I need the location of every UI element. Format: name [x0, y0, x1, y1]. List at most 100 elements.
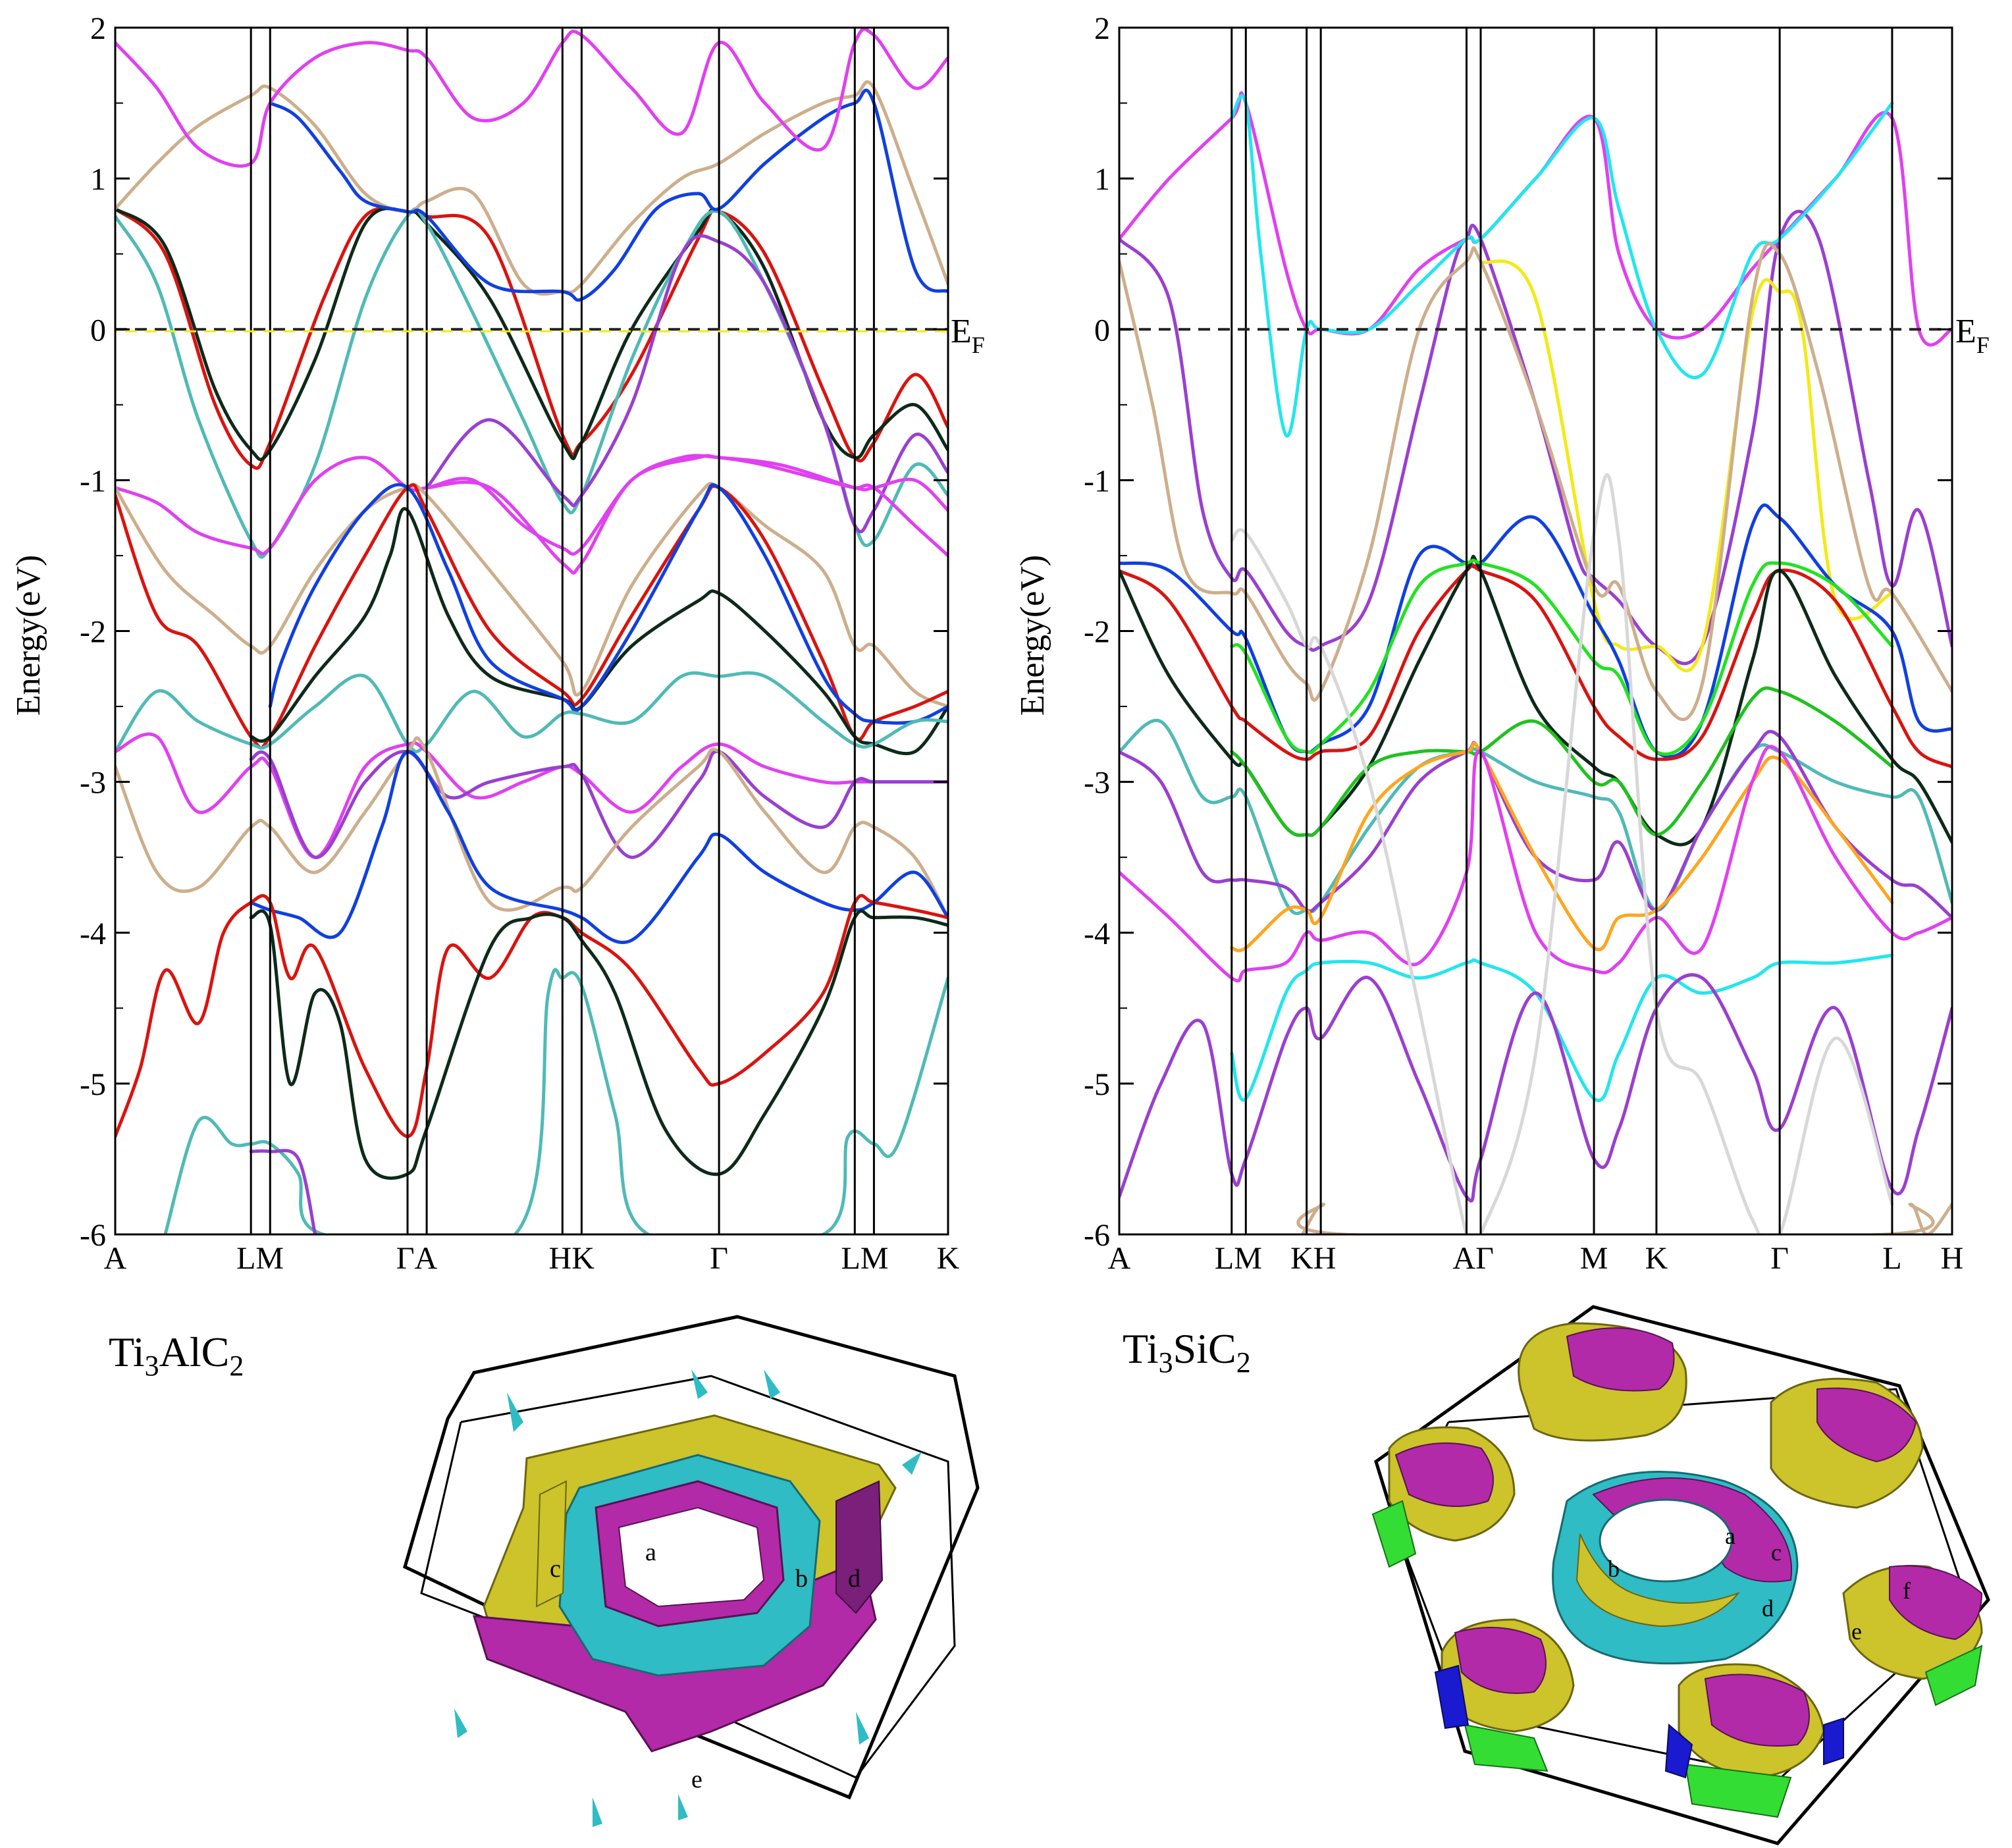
x-tick-label: Γ [710, 1241, 728, 1276]
fs-pocket-6 [856, 1712, 869, 1745]
y-tick-label: 2 [90, 11, 106, 46]
band-line-orange-12 [1230, 741, 1894, 953]
x-tick-label: K [1645, 1241, 1668, 1276]
band-line-magenta-7 [115, 454, 948, 558]
y-tick-label: 2 [1094, 11, 1110, 46]
fs-pocket-5 [454, 1708, 467, 1738]
fs-pocket-1 [507, 1392, 523, 1432]
compound-title-ti3alc2: Ti3AlC2 [109, 1329, 244, 1382]
y-tick-label: 1 [90, 162, 106, 197]
brillouin-zone-inner [420, 1375, 956, 1779]
fs-central-ring-yellow [1575, 1533, 1741, 1627]
band-line-red-6 [1119, 563, 1952, 769]
fs-pocket-8 [678, 1794, 688, 1820]
fermi-surface-ti3alc2: a b c d e [403, 1315, 980, 1827]
fermi-surface-ti3sic2: a b c d e f [1371, 1305, 1990, 1845]
y-tick-label: -4 [80, 916, 106, 951]
fermi-label-ti3alc2: EF [951, 313, 985, 358]
band-line-teal-19 [163, 968, 948, 1234]
fs-cap-blue-bottom-left [1434, 1664, 1469, 1729]
x-tick-label: K [937, 1241, 960, 1276]
x-ticks-ti3sic2: A LM KH AΓ M K Γ L H [1108, 1241, 1964, 1276]
band-line-purple-6 [425, 234, 948, 533]
plot-frame-ti3alc2 [114, 26, 949, 1236]
fs-hole-center [618, 1506, 765, 1608]
band-line-tan-3 [115, 80, 948, 296]
fermi-label-ti3sic2: EF [1955, 313, 1990, 358]
x-tick-label: H [1941, 1241, 1964, 1276]
x-ticks-ti3alc2: A LM ΓA HK Γ LM K [104, 1241, 960, 1276]
y-tick-label: -4 [1084, 916, 1110, 951]
band-line-yellow-3 [1479, 259, 1894, 673]
y-tick-label: -1 [80, 463, 106, 498]
y-tick-label: -3 [1084, 766, 1110, 801]
x-tick-label: A [104, 1241, 127, 1276]
fs-pocket-3 [764, 1369, 780, 1399]
band-line-magenta-5 [115, 28, 948, 168]
fs-central-hole [1599, 1498, 1733, 1583]
band-line-tan-4 [1119, 242, 1952, 722]
fermi-level-ti3alc2 [115, 328, 948, 332]
x-tick-label: LM [1215, 1241, 1262, 1276]
y-tick-label: -2 [80, 615, 106, 650]
fs-cap-green-bottom [1684, 1763, 1792, 1818]
fs-cap-blue-bottom [1664, 1723, 1693, 1779]
x-tick-label: LM [841, 1241, 889, 1276]
band-line-tan-17 [1296, 1202, 1952, 1234]
x-tick-label: KH [1290, 1241, 1336, 1276]
fs-label-e: e [691, 1766, 702, 1793]
band-line-purple-14 [249, 749, 948, 859]
x-tick-label: ΓA [396, 1241, 438, 1276]
compound-title-ti3sic2: Ti3SiC2 [1123, 1325, 1251, 1379]
fs-lobe-bottom-cap [1704, 1674, 1810, 1747]
fs-cap-green-bottom-left [1464, 1724, 1549, 1772]
brillouin-zone-edges [473, 1315, 955, 1377]
band-lines-ti3sic2 [1119, 91, 1952, 1234]
x-tick-label: M [1580, 1241, 1608, 1276]
kpoint-lines-ti3alc2 [250, 28, 875, 1234]
fs-pocket-7 [593, 1797, 602, 1827]
y-tick-label: -5 [80, 1067, 106, 1102]
band-line-purple-20 [249, 1149, 317, 1234]
y-ticks-ti3alc2: 2 1 0 -1 -2 -3 -4 -5 -6 [80, 11, 948, 1253]
y-tick-label: -3 [80, 766, 106, 801]
band-line-blue-11 [268, 483, 948, 725]
x-tick-label: LM [236, 1241, 284, 1276]
x-tick-label: AΓ [1452, 1241, 1493, 1276]
fs-label-e: e [1851, 1618, 1862, 1645]
y-axis-label-ti3sic2: Energy(eV) [1014, 555, 1051, 716]
fs-label-a: a [645, 1539, 656, 1566]
fs-label-a: a [1725, 1523, 1735, 1549]
fs-lobe-top-cap [1566, 1327, 1675, 1392]
band-lines-ti3alc2 [115, 28, 948, 1234]
brillouin-zone-outline [1374, 1305, 1990, 1845]
y-tick-label: 1 [1094, 162, 1110, 197]
band-line-red-0 [115, 206, 948, 470]
fs-side-sheet-c [535, 1480, 568, 1608]
fs-lobe-upper-left-cap [1394, 1442, 1494, 1507]
band-structure-ti3alc2: 2 1 0 -1 -2 -3 -4 -5 -6 A LM ΓA HK Γ LM K Energy(eV) E… [10, 11, 985, 1382]
band-line-magenta-0 [1119, 91, 1952, 347]
fs-label-c: c [550, 1555, 561, 1583]
fs-pocket-2 [691, 1369, 708, 1399]
y-tick-label: 0 [90, 313, 106, 348]
fs-pocket-4 [902, 1452, 922, 1475]
y-axis-label-ti3alc2: Energy(eV) [10, 555, 47, 716]
band-line-blue-5 [1119, 503, 1952, 758]
band-structure-ti3sic2: 210-1-2-3-4-5-6 A LM KH AΓ M K Γ L H Energy(eV) … [1014, 11, 1990, 1379]
fs-cap-green-right [1924, 1645, 1983, 1706]
y-tick-label: -2 [1084, 615, 1110, 650]
x-tick-label: A [1108, 1241, 1131, 1276]
y-ticks-ti3sic2: 2 1 0 -1 -2 -3 -4 -5 -6 [1084, 11, 1952, 1253]
band-line-lgreen-8 [1230, 558, 1894, 756]
x-tick-label: L [1882, 1241, 1901, 1276]
band-line-teal-12 [115, 671, 948, 754]
band-line-dark-18 [249, 909, 948, 1180]
fs-cap-green-left [1371, 1500, 1417, 1568]
fs-label-b: b [795, 1565, 808, 1593]
band-line-gray-16 [1230, 473, 1894, 1234]
band-line-magenta-13 [1119, 745, 1952, 983]
fs-lobe-upper-right-cap [1816, 1387, 1917, 1463]
x-tick-label: HK [549, 1241, 595, 1276]
